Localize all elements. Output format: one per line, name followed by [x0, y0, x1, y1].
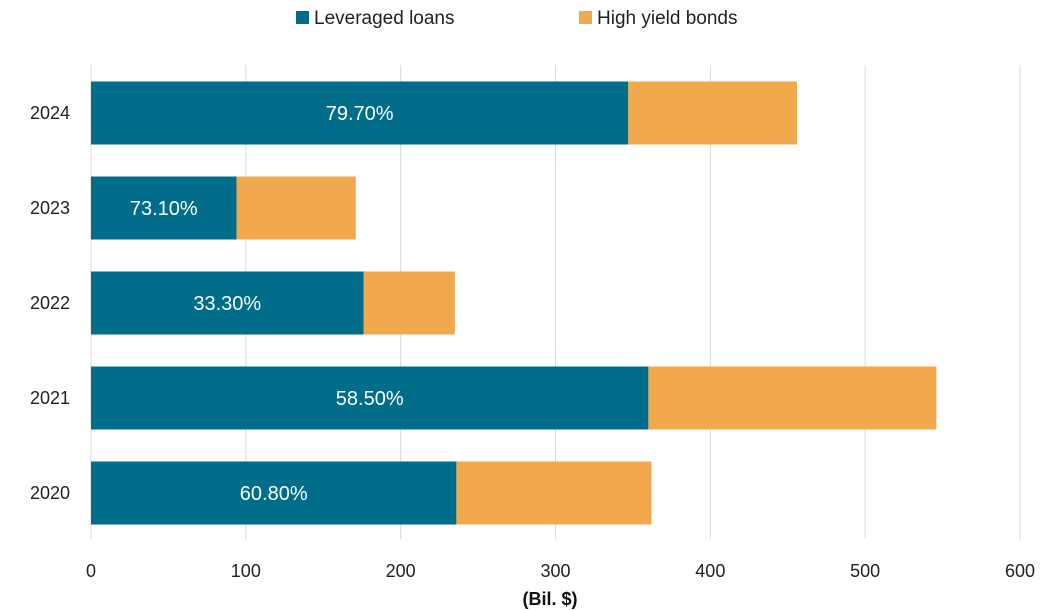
y-tick-label-2021: 2021: [30, 388, 70, 408]
data-labels: 79.70% 73.10% 33.30% 58.50% 60.80%: [130, 103, 404, 505]
bar-high-yield-bonds-2024: [628, 81, 798, 145]
y-tick-label-2020: 2020: [30, 483, 70, 503]
bar-leveraged-loans-2020: [91, 461, 457, 525]
y-tick-label-2024: 2024: [30, 103, 70, 123]
legend: Leveraged loans High yield bonds: [296, 8, 737, 29]
x-tick-label-600: 600: [1005, 561, 1035, 581]
x-axis-ticks: 0 100 200 300 400 500 600: [86, 561, 1035, 581]
legend-swatch-leveraged-loans: [296, 11, 309, 24]
legend-label-high-yield-bonds: High yield bonds: [597, 8, 737, 29]
x-tick-label-0: 0: [86, 561, 96, 581]
bars: [91, 81, 937, 525]
data-label-2021: 58.50%: [336, 388, 404, 410]
y-tick-label-2022: 2022: [30, 293, 70, 313]
data-label-2020: 60.80%: [240, 483, 308, 505]
bar-high-yield-bonds-2021: [648, 366, 937, 430]
x-tick-label-400: 400: [695, 561, 725, 581]
bar-high-yield-bonds-2020: [456, 461, 652, 525]
y-axis-ticks: 2024 2023 2022 2021 2020: [30, 103, 70, 503]
bar-leveraged-loans-2022: [91, 271, 364, 335]
bar-leveraged-loans-2021: [91, 366, 649, 430]
data-label-2024: 79.70%: [326, 103, 394, 125]
y-tick-label-2023: 2023: [30, 198, 70, 218]
data-label-2022: 33.30%: [193, 293, 261, 315]
x-tick-label-100: 100: [231, 561, 261, 581]
bar-leveraged-loans-2023: [91, 176, 237, 240]
data-label-2023: 73.10%: [130, 198, 198, 220]
legend-label-leveraged-loans: Leveraged loans: [314, 8, 455, 29]
bar-high-yield-bonds-2022: [363, 271, 455, 335]
x-tick-label-200: 200: [386, 561, 416, 581]
legend-swatch-high-yield-bonds: [579, 11, 592, 24]
bar-leveraged-loans-2024: [91, 81, 629, 145]
x-tick-label-500: 500: [850, 561, 880, 581]
bar-high-yield-bonds-2023: [236, 176, 356, 240]
x-tick-label-300: 300: [540, 561, 570, 581]
x-axis-title: (Bil. $): [522, 589, 577, 609]
